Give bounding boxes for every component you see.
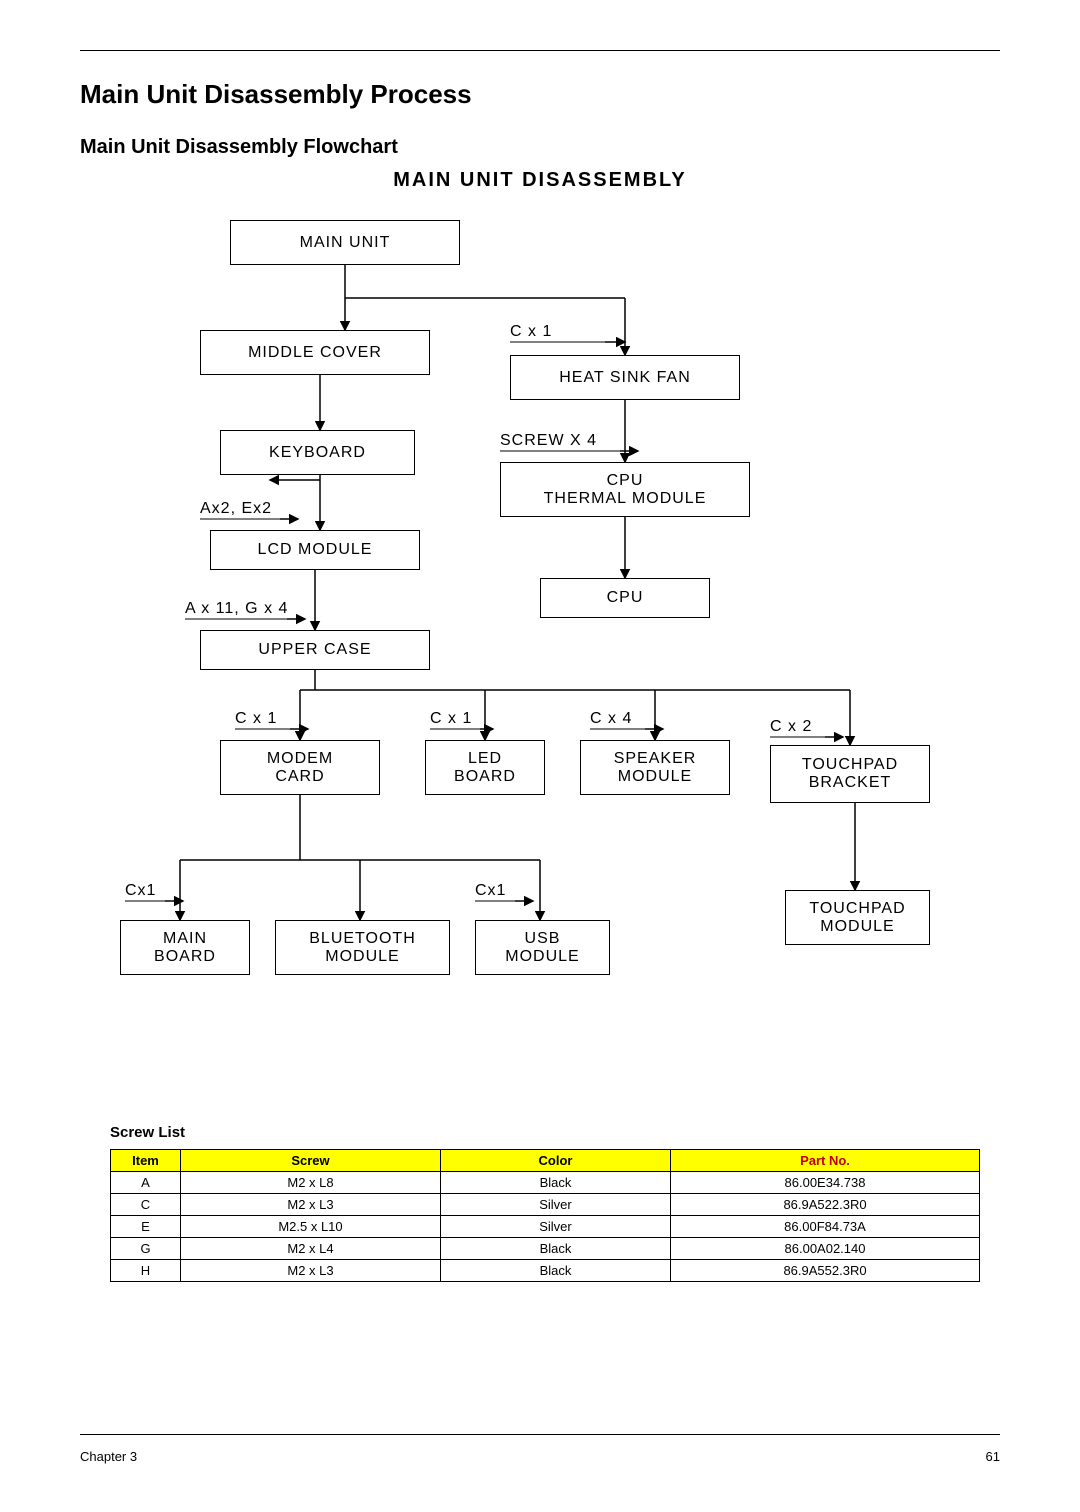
- cell-partno: 86.9A552.3R0: [671, 1260, 980, 1282]
- table-row: CM2 x L3Silver86.9A522.3R0: [111, 1194, 980, 1216]
- node-label: BRACKET: [809, 774, 892, 792]
- cell-item: G: [111, 1238, 181, 1260]
- screw-list-heading: Screw List: [110, 1124, 1000, 1141]
- screw-table: Item Screw Color Part No. AM2 x L8Black8…: [110, 1149, 980, 1282]
- table-row: AM2 x L8Black86.00E34.738: [111, 1172, 980, 1194]
- node-label: SPEAKER: [614, 750, 697, 768]
- node-label: BOARD: [454, 768, 516, 786]
- top-rule: [80, 50, 1000, 51]
- diagram-title: MAIN UNIT DISASSEMBLY: [80, 169, 1000, 192]
- node-label: TOUCHPAD: [802, 756, 898, 774]
- node-bluetooth: BLUETOOTH MODULE: [275, 920, 450, 975]
- node-speaker-module: SPEAKER MODULE: [580, 740, 730, 795]
- node-modem-card: MODEM CARD: [220, 740, 380, 795]
- th-partno: Part No.: [671, 1150, 980, 1172]
- cell-color: Black: [441, 1238, 671, 1260]
- cell-color: Black: [441, 1172, 671, 1194]
- cell-screw: M2 x L8: [181, 1172, 441, 1194]
- node-label: BLUETOOTH: [309, 930, 416, 948]
- cell-item: E: [111, 1216, 181, 1238]
- table-header-row: Item Screw Color Part No.: [111, 1150, 980, 1172]
- node-main-board: MAIN BOARD: [120, 920, 250, 975]
- heading-sub: Main Unit Disassembly Flowchart: [80, 136, 1000, 159]
- page-footer: Chapter 3 61: [80, 1434, 1000, 1464]
- th-color: Color: [441, 1150, 671, 1172]
- node-label: HEAT SINK FAN: [559, 369, 691, 387]
- node-label: MODULE: [618, 768, 692, 786]
- edge-label: A x 11, G x 4: [185, 600, 288, 618]
- node-label: MODULE: [820, 918, 894, 936]
- node-label: CPU: [607, 472, 644, 490]
- node-label: CARD: [275, 768, 324, 786]
- edge-label: Cx1: [125, 882, 156, 900]
- table-row: EM2.5 x L10Silver86.00F84.73A: [111, 1216, 980, 1238]
- node-label: MODULE: [325, 948, 399, 966]
- edge-label: C x 1: [430, 710, 472, 728]
- node-label: CPU: [607, 589, 644, 607]
- edge-label: C x 2: [770, 718, 812, 736]
- node-lcd-module: LCD MODULE: [210, 530, 420, 570]
- edge-label: C x 4: [590, 710, 632, 728]
- footer-chapter: Chapter 3: [80, 1449, 137, 1464]
- th-item: Item: [111, 1150, 181, 1172]
- cell-screw: M2 x L4: [181, 1238, 441, 1260]
- node-touchpad-module: TOUCHPAD MODULE: [785, 890, 930, 945]
- cell-item: C: [111, 1194, 181, 1216]
- node-main-unit: MAIN UNIT: [230, 220, 460, 265]
- node-touchpad-bracket: TOUCHPAD BRACKET: [770, 745, 930, 803]
- edge-label: C x 1: [235, 710, 277, 728]
- cell-partno: 86.00A02.140: [671, 1238, 980, 1260]
- flowchart-diagram: MAIN UNIT MIDDLE COVER HEAT SINK FAN KEY…: [80, 200, 1000, 1120]
- cell-item: H: [111, 1260, 181, 1282]
- edge-label: Ax2, Ex2: [200, 500, 272, 518]
- cell-item: A: [111, 1172, 181, 1194]
- node-label: LCD MODULE: [258, 541, 373, 559]
- cell-partno: 86.00F84.73A: [671, 1216, 980, 1238]
- cell-partno: 86.00E34.738: [671, 1172, 980, 1194]
- node-label: UPPER CASE: [258, 641, 371, 659]
- cell-screw: M2 x L3: [181, 1260, 441, 1282]
- cell-color: Black: [441, 1260, 671, 1282]
- cell-color: Silver: [441, 1194, 671, 1216]
- node-keyboard: KEYBOARD: [220, 430, 415, 475]
- node-label: KEYBOARD: [269, 444, 366, 462]
- edge-label: C x 1: [510, 323, 552, 341]
- node-usb-module: USB MODULE: [475, 920, 610, 975]
- node-led-board: LED BOARD: [425, 740, 545, 795]
- cell-partno: 86.9A522.3R0: [671, 1194, 980, 1216]
- node-middle-cover: MIDDLE COVER: [200, 330, 430, 375]
- node-label: BOARD: [154, 948, 216, 966]
- table-row: GM2 x L4Black86.00A02.140: [111, 1238, 980, 1260]
- node-label: USB: [525, 930, 561, 948]
- footer-page: 61: [986, 1449, 1000, 1464]
- node-label: LED: [468, 750, 502, 768]
- node-label: MIDDLE COVER: [248, 344, 382, 362]
- node-cpu-thermal: CPU THERMAL MODULE: [500, 462, 750, 517]
- node-label: MODEM: [267, 750, 333, 768]
- node-label: MAIN: [163, 930, 207, 948]
- node-label: MODULE: [505, 948, 579, 966]
- node-label: TOUCHPAD: [809, 900, 905, 918]
- node-upper-case: UPPER CASE: [200, 630, 430, 670]
- node-label: THERMAL MODULE: [544, 490, 707, 508]
- node-cpu: CPU: [540, 578, 710, 618]
- edge-label: Cx1: [475, 882, 506, 900]
- edge-label: SCREW X 4: [500, 432, 597, 450]
- heading-main: Main Unit Disassembly Process: [80, 79, 1000, 110]
- cell-color: Silver: [441, 1216, 671, 1238]
- cell-screw: M2 x L3: [181, 1194, 441, 1216]
- node-heat-sink-fan: HEAT SINK FAN: [510, 355, 740, 400]
- cell-screw: M2.5 x L10: [181, 1216, 441, 1238]
- node-label: MAIN UNIT: [300, 234, 391, 252]
- table-row: HM2 x L3Black86.9A552.3R0: [111, 1260, 980, 1282]
- th-screw: Screw: [181, 1150, 441, 1172]
